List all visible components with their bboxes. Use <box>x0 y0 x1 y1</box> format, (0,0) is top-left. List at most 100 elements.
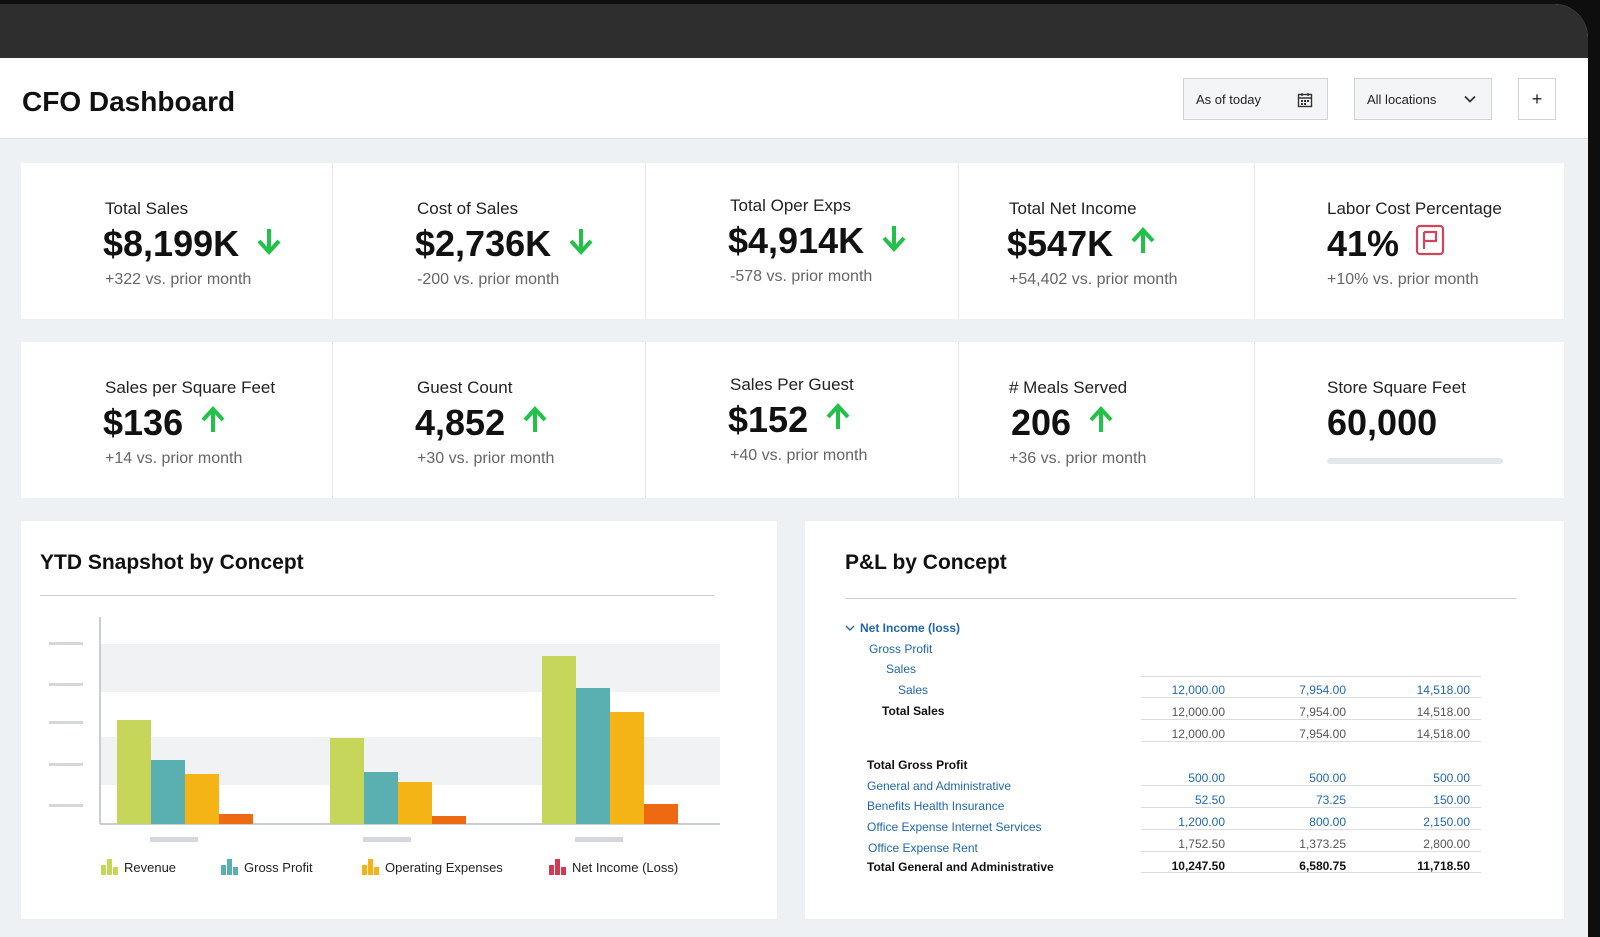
tree-sales-item[interactable]: Sales <box>898 683 929 697</box>
kpi-label: Store Square Feet <box>1327 378 1466 397</box>
bar-net-income-loss--3 <box>644 804 678 824</box>
kpi-total-oper-exps[interactable]: Total Oper Exps $4,914K -578 vs. prior m… <box>646 163 959 319</box>
kpi-label: Sales Per Guest <box>730 375 854 394</box>
row-divider <box>1141 741 1481 742</box>
x-tick-label <box>363 837 411 842</box>
kpi-placeholder-bar <box>1327 458 1503 464</box>
kpi-cost-of-sales[interactable]: Cost of Sales $2,736K -200 vs. prior mon… <box>333 163 646 319</box>
cell-sales-2[interactable]: 7,954.00 <box>1299 683 1346 697</box>
row-divider <box>1141 719 1481 720</box>
kpi-total-sales[interactable]: Total Sales $8,199K +322 vs. prior month <box>21 163 333 319</box>
tree-sales-group[interactable]: Sales <box>886 662 917 676</box>
kpi-sales-per-guest[interactable]: Sales Per Guest $152 +40 vs. prior month <box>646 342 959 498</box>
chevron-down-icon[interactable] <box>845 622 855 636</box>
legend-gross-profit: Gross Profit <box>221 859 313 875</box>
kpi-label: Total Net Income <box>1009 199 1137 218</box>
location-select-label: All locations <box>1367 91 1437 107</box>
tree-gross-profit[interactable]: Gross Profit <box>869 642 933 656</box>
bar-revenue-1 <box>117 720 151 824</box>
arrow-down-icon <box>880 220 908 262</box>
row-divider <box>1141 676 1481 677</box>
kpi-delta: +30 vs. prior month <box>417 450 555 467</box>
pl-by-concept-panel: P&L by Concept Net Income (loss) Gross P… <box>805 521 1564 919</box>
x-tick-label <box>575 837 623 842</box>
tree-general-admin[interactable]: General and Administrative <box>867 779 1012 793</box>
legend-label: Net Income (Loss) <box>572 860 679 875</box>
cell-total-sales-2: 7,954.00 <box>1299 705 1346 719</box>
arrow-down-icon <box>255 223 283 265</box>
kpi-value: $152 <box>728 399 809 440</box>
kpi-meals-served[interactable]: # Meals Served 206 +36 vs. prior month <box>959 342 1255 498</box>
cell-total-gen-admin-2: 6,580.75 <box>1299 859 1346 873</box>
flag-icon <box>1415 223 1445 265</box>
x-tick-label <box>150 837 198 842</box>
kpi-value: 60,000 <box>1327 402 1438 443</box>
kpi-value: $8,199K <box>103 223 240 264</box>
kpi-delta: +40 vs. prior month <box>730 447 868 464</box>
divider <box>40 595 714 596</box>
kpi-delta: +14 vs. prior month <box>105 450 243 467</box>
bar-revenue-2 <box>330 738 364 824</box>
cell-rent-2: 1,373.25 <box>1299 837 1346 851</box>
tree-total-sales: Total Sales <box>882 704 945 718</box>
cell-internet-2[interactable]: 800.00 <box>1309 815 1346 829</box>
row-divider <box>1141 785 1481 786</box>
kpi-delta: +36 vs. prior month <box>1009 450 1147 467</box>
legend-swatch <box>362 859 379 875</box>
kpi-delta: -200 vs. prior month <box>417 271 560 288</box>
legend-revenue: Revenue <box>101 859 176 875</box>
kpi-guest-count[interactable]: Guest Count 4,852 +30 vs. prior month <box>333 342 646 498</box>
location-select[interactable]: All locations <box>1354 78 1492 120</box>
add-button[interactable]: + <box>1518 78 1556 120</box>
row-divider <box>1141 851 1481 852</box>
bar-operating-expenses-3 <box>610 712 644 824</box>
cell-benefits-1[interactable]: 52.50 <box>1194 793 1225 807</box>
kpi-labor-cost-percentage[interactable]: Labor Cost Percentage 41% +10% vs. prior… <box>1255 163 1564 319</box>
arrow-up-icon <box>199 402 227 444</box>
pl-title: P&L by Concept <box>845 551 1007 574</box>
chevron-down-icon <box>1463 92 1477 109</box>
date-filter-label: As of today <box>1196 91 1262 107</box>
cell-rent-3: 2,800.00 <box>1423 837 1470 851</box>
cell-gen-admin-3[interactable]: 500.00 <box>1433 771 1470 785</box>
bar-gross-profit-1 <box>151 760 185 824</box>
calendar-icon <box>1297 92 1313 111</box>
tree-benefits[interactable]: Benefits Health Insurance <box>867 799 1005 813</box>
bar-revenue-3 <box>542 656 576 824</box>
cell-internet-3[interactable]: 2,150.00 <box>1423 815 1470 829</box>
kpi-delta: +322 vs. prior month <box>105 271 252 288</box>
page-title: CFO Dashboard <box>22 86 236 117</box>
top-bar <box>0 4 1588 58</box>
divider <box>845 598 1517 599</box>
cell-gen-admin-2[interactable]: 500.00 <box>1309 771 1346 785</box>
y-tick-label <box>49 804 83 807</box>
kpi-label: Total Oper Exps <box>730 196 851 215</box>
cell-gross-3: 14,518.00 <box>1416 727 1470 741</box>
kpi-value: 4,852 <box>415 402 506 443</box>
cell-internet-1[interactable]: 1,200.00 <box>1178 815 1225 829</box>
arrow-up-icon <box>824 399 852 441</box>
kpi-sales-per-square-feet[interactable]: Sales per Square Feet $136 +14 vs. prior… <box>21 342 333 498</box>
cell-gen-admin-1[interactable]: 500.00 <box>1188 771 1225 785</box>
legend-label: Operating Expenses <box>385 860 503 875</box>
kpi-total-net-income[interactable]: Total Net Income $547K +54,402 vs. prior… <box>959 163 1255 319</box>
cell-benefits-2[interactable]: 73.25 <box>1315 793 1346 807</box>
row-divider <box>1141 872 1481 873</box>
tree-rent[interactable]: Office Expense Rent <box>868 841 978 855</box>
kpi-row-1: Total Sales $8,199K +322 vs. prior month… <box>21 163 1564 319</box>
cell-sales-1[interactable]: 12,000.00 <box>1171 683 1225 697</box>
kpi-label: # Meals Served <box>1009 378 1128 397</box>
bar-operating-expenses-2 <box>398 782 432 824</box>
tree-net-income[interactable]: Net Income (loss) <box>860 621 961 635</box>
kpi-store-square-feet[interactable]: Store Square Feet 60,000 <box>1255 342 1564 498</box>
cell-benefits-3[interactable]: 150.00 <box>1433 793 1470 807</box>
cell-sales-3[interactable]: 14,518.00 <box>1416 683 1470 697</box>
cell-total-gen-admin-1: 10,247.50 <box>1171 859 1225 873</box>
row-divider <box>1141 697 1481 698</box>
bar-gross-profit-3 <box>576 688 610 824</box>
date-filter[interactable]: As of today <box>1183 78 1328 120</box>
ytd-bar-chart <box>49 617 720 842</box>
tree-internet[interactable]: Office Expense Internet Services <box>867 820 1042 834</box>
kpi-delta: -578 vs. prior month <box>730 268 873 285</box>
grid-band <box>100 644 720 692</box>
